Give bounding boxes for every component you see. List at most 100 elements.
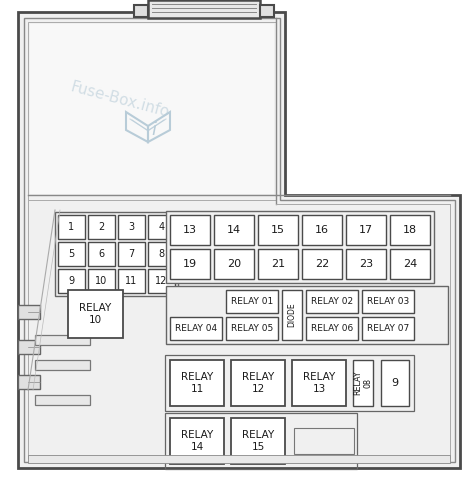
Bar <box>353 360 373 406</box>
Text: 7: 7 <box>128 249 135 259</box>
Bar <box>306 290 358 313</box>
Bar <box>258 249 298 279</box>
Text: 5: 5 <box>68 249 74 259</box>
Text: 21: 21 <box>271 259 285 269</box>
Text: 2: 2 <box>99 222 105 232</box>
Text: RELAY 05: RELAY 05 <box>231 324 273 333</box>
Text: RELAY 03: RELAY 03 <box>367 297 409 306</box>
Bar <box>88 269 115 293</box>
Bar <box>362 317 414 340</box>
Text: RELAY 01: RELAY 01 <box>231 297 273 306</box>
Bar <box>362 290 414 313</box>
Bar <box>170 249 210 279</box>
Text: RELAY
13: RELAY 13 <box>303 372 335 394</box>
Bar <box>55 212 178 296</box>
Text: 1: 1 <box>68 222 74 232</box>
Bar <box>18 375 40 389</box>
Bar <box>118 242 145 266</box>
Bar <box>260 5 274 17</box>
Text: RELAY
11: RELAY 11 <box>181 372 213 394</box>
Text: 16: 16 <box>315 225 329 235</box>
Text: RELAY
10: RELAY 10 <box>79 303 111 325</box>
Bar <box>35 360 90 370</box>
Bar <box>302 215 342 245</box>
Bar <box>214 215 254 245</box>
Text: 9: 9 <box>68 276 74 286</box>
Bar <box>165 413 357 469</box>
Text: 20: 20 <box>227 259 241 269</box>
Bar <box>18 305 40 319</box>
Text: 17: 17 <box>359 225 373 235</box>
Text: 12: 12 <box>155 276 168 286</box>
Text: 18: 18 <box>403 225 417 235</box>
Bar <box>118 215 145 239</box>
Bar <box>28 455 450 463</box>
Bar <box>226 290 278 313</box>
Text: 15: 15 <box>271 225 285 235</box>
Bar <box>292 360 346 406</box>
Text: 11: 11 <box>126 276 137 286</box>
Bar <box>118 269 145 293</box>
Text: DIODE: DIODE <box>288 303 297 327</box>
Text: RELAY 04: RELAY 04 <box>175 324 217 333</box>
Text: RELAY 06: RELAY 06 <box>311 324 353 333</box>
Text: 19: 19 <box>183 259 197 269</box>
Text: 24: 24 <box>403 259 417 269</box>
Bar <box>165 355 414 411</box>
Bar <box>166 286 448 344</box>
Bar <box>390 249 430 279</box>
Bar <box>381 360 409 406</box>
Text: 13: 13 <box>183 225 197 235</box>
Bar <box>148 242 175 266</box>
Bar <box>214 249 254 279</box>
Text: RELAY 02: RELAY 02 <box>311 297 353 306</box>
Bar <box>306 317 358 340</box>
Text: 10: 10 <box>95 276 108 286</box>
Bar <box>148 269 175 293</box>
Bar <box>148 215 175 239</box>
Text: 23: 23 <box>359 259 373 269</box>
Bar <box>346 215 386 245</box>
Bar <box>226 317 278 340</box>
Bar <box>18 340 40 354</box>
Bar <box>170 418 224 464</box>
Bar <box>88 215 115 239</box>
Bar <box>294 428 354 454</box>
Bar <box>58 215 85 239</box>
Bar <box>282 290 302 340</box>
Bar <box>258 215 298 245</box>
Bar <box>166 211 434 283</box>
Text: 4: 4 <box>158 222 164 232</box>
Bar <box>170 360 224 406</box>
Text: RELAY
14: RELAY 14 <box>181 430 213 452</box>
Bar <box>134 5 148 17</box>
Text: RELAY 07: RELAY 07 <box>367 324 409 333</box>
Bar <box>35 335 90 345</box>
Text: 9: 9 <box>392 378 399 388</box>
Text: 22: 22 <box>315 259 329 269</box>
Text: 8: 8 <box>158 249 164 259</box>
Text: 6: 6 <box>99 249 105 259</box>
Bar <box>170 215 210 245</box>
Text: 14: 14 <box>227 225 241 235</box>
Text: RELAY
15: RELAY 15 <box>242 430 274 452</box>
Text: 3: 3 <box>128 222 135 232</box>
Text: RELAY
12: RELAY 12 <box>242 372 274 394</box>
Text: RELAY
08: RELAY 08 <box>353 370 373 395</box>
Bar <box>68 290 123 338</box>
Text: i: i <box>152 121 156 139</box>
Bar <box>35 395 90 405</box>
Polygon shape <box>18 12 460 468</box>
Bar <box>148 0 260 18</box>
Bar <box>58 269 85 293</box>
Bar <box>58 242 85 266</box>
Bar <box>390 215 430 245</box>
Bar <box>30 24 274 194</box>
Bar <box>346 249 386 279</box>
Text: Fuse-Box.info: Fuse-Box.info <box>69 79 171 120</box>
Bar <box>88 242 115 266</box>
Bar <box>231 360 285 406</box>
Bar <box>231 418 285 464</box>
Bar <box>302 249 342 279</box>
Bar <box>170 317 222 340</box>
